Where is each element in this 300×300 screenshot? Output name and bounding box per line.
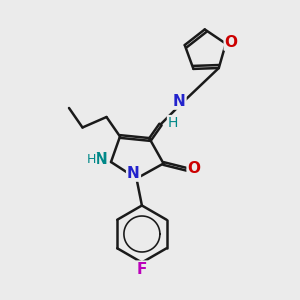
Text: H: H [87,153,96,166]
Text: N: N [95,152,108,167]
Text: N: N [173,94,185,109]
Text: H: H [168,116,178,130]
Text: O: O [188,160,201,175]
Text: N: N [127,166,140,181]
Text: F: F [137,262,147,277]
Text: O: O [225,34,238,50]
